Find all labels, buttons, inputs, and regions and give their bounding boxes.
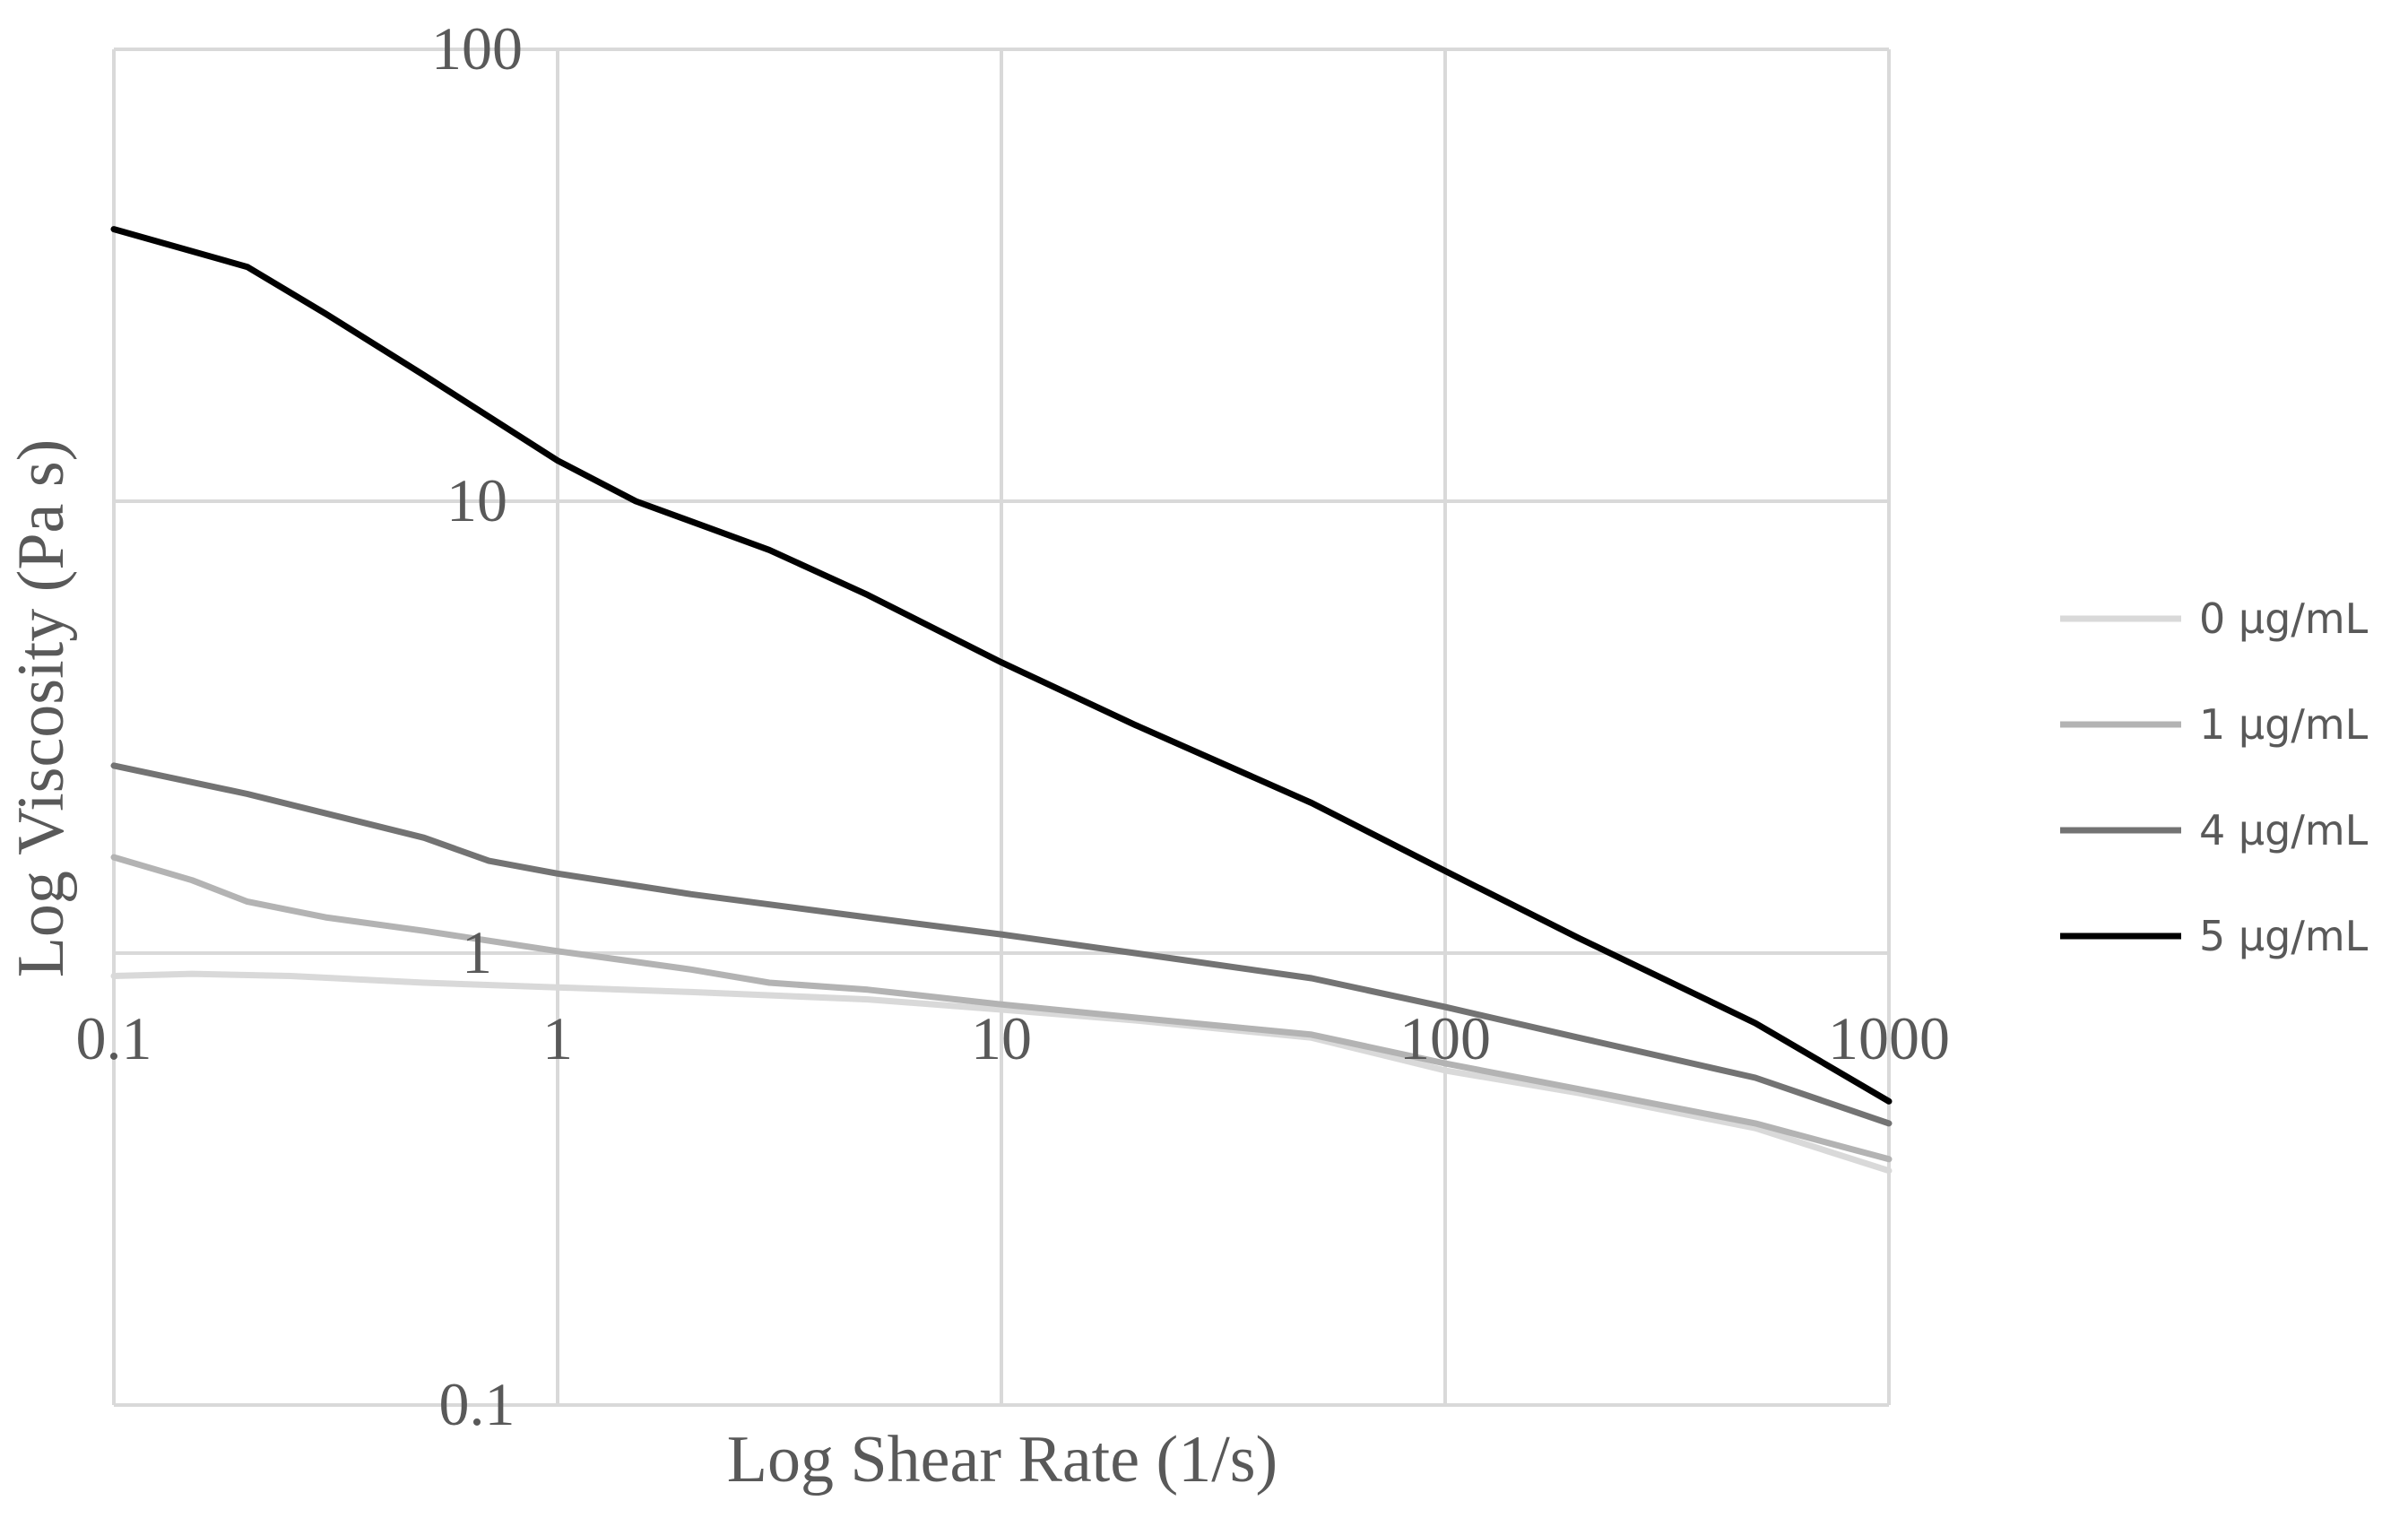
y-tick-label: 0.1: [439, 1370, 515, 1438]
legend-label: 5 µg/mL: [2199, 912, 2369, 960]
legend: 0 µg/mL 1 µg/mL 4 µg/mL 5 µg/mL: [2060, 594, 2369, 960]
x-tick-labels: 0.1 1 10 100 1000: [76, 1004, 1951, 1072]
series-lines: [110, 226, 1893, 1175]
y-tick-label: 100: [431, 14, 523, 82]
series-line-0-ug-ml: [110, 970, 1893, 1175]
y-gridlines: [114, 48, 1889, 1407]
y-tick-labels: 0.1 1 10 100: [431, 14, 523, 1438]
x-tick-label: 1000: [1828, 1004, 1950, 1072]
x-tick-label: 10: [971, 1004, 1032, 1072]
x-tick-label: 100: [1399, 1004, 1491, 1072]
legend-label: 0 µg/mL: [2199, 594, 2369, 643]
y-axis-title: Log Viscosity (Pa s): [4, 439, 78, 978]
x-tick-label: 1: [542, 1004, 573, 1072]
x-axis-title: Log Shear Rate (1/s): [727, 1423, 1278, 1496]
y-tick-label: 10: [446, 466, 507, 534]
x-gridlines: [112, 49, 1891, 1405]
x-tick-label: 0.1: [76, 1004, 152, 1072]
series-line-4-ug-ml: [110, 762, 1893, 1127]
legend-label: 1 µg/mL: [2199, 700, 2369, 749]
series-line-1-ug-ml: [110, 854, 1893, 1163]
y-tick-label: 1: [462, 918, 492, 986]
legend-label: 4 µg/mL: [2199, 806, 2369, 854]
series-line-5-ug-ml: [110, 226, 1893, 1105]
